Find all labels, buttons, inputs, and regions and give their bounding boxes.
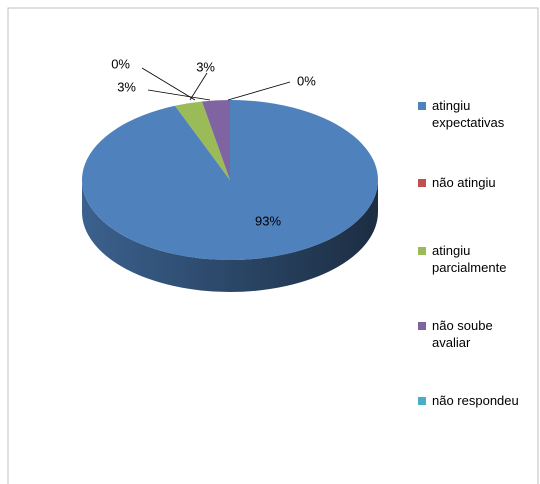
legend-swatch — [418, 102, 426, 110]
pie-slice-side — [82, 180, 378, 292]
legend-label: não atingiu — [432, 175, 496, 190]
leader-line — [147, 89, 211, 101]
legend-label: atingiu expectativas — [432, 98, 505, 130]
legend-label: não soube avaliar — [432, 318, 493, 350]
pie-slice — [174, 101, 230, 180]
chart-border — [7, 7, 539, 484]
legend-swatch — [418, 247, 426, 255]
data-label: 3% — [196, 59, 215, 74]
leader-line — [189, 72, 208, 101]
leader-line — [227, 81, 291, 101]
pie-slice — [201, 100, 230, 180]
leader-line — [141, 67, 196, 101]
legend-swatch — [418, 397, 426, 405]
legend-swatch — [418, 179, 426, 187]
data-label: 3% — [117, 79, 136, 94]
legend-label: atingiu parcialmente — [432, 243, 507, 275]
data-label: 0% — [297, 73, 316, 88]
legend-swatch — [418, 322, 426, 330]
data-label: 93% — [255, 213, 281, 228]
legend-label: não respondeu — [432, 393, 519, 408]
pie-slice — [82, 100, 379, 260]
data-label: 0% — [111, 56, 130, 71]
